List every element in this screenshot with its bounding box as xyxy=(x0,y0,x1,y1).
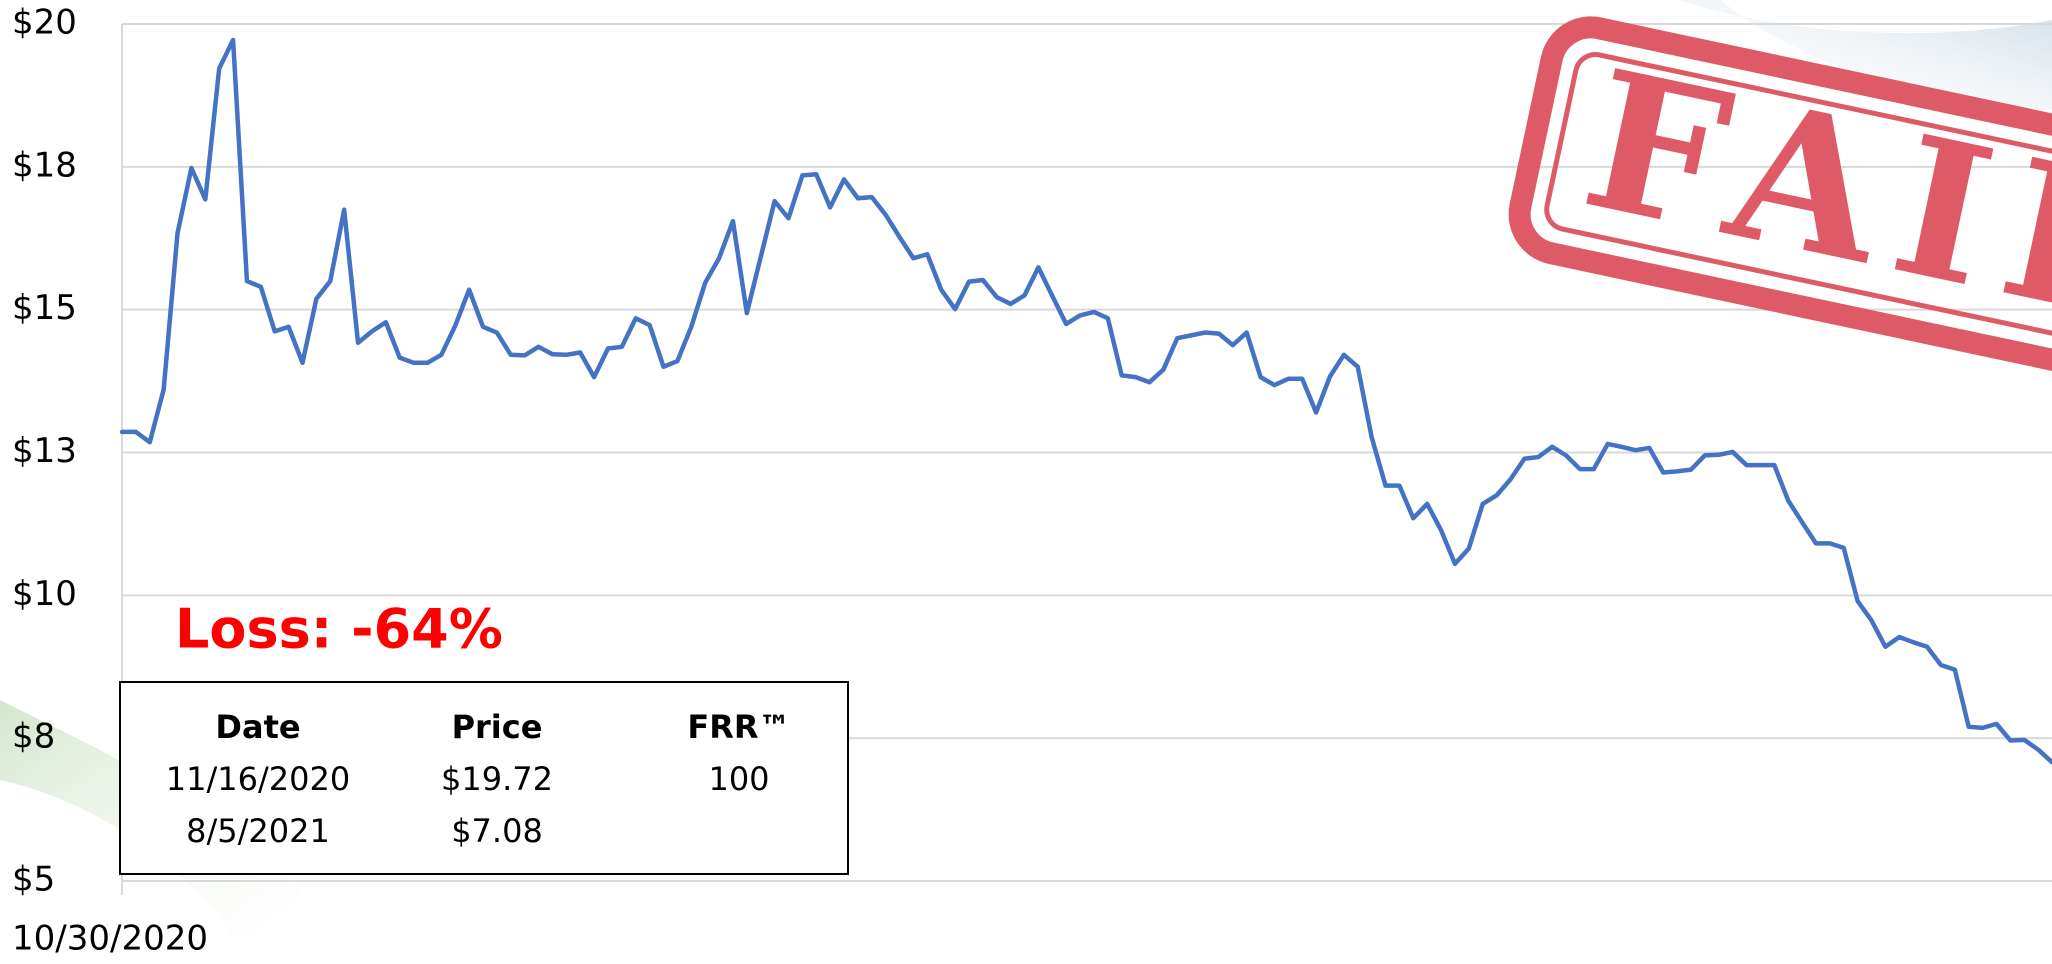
y-tick-label: $18 xyxy=(12,145,77,185)
grid xyxy=(122,23,2052,882)
stamp-border xyxy=(1508,16,2052,382)
table-cell: $7.08 xyxy=(451,812,543,850)
table-cell: $19.72 xyxy=(441,760,553,798)
y-tick-label: $8 xyxy=(12,717,55,757)
y-tick-label: $10 xyxy=(12,574,77,614)
table-cell: 11/16/2020 xyxy=(166,760,350,798)
table-cell: 8/5/2021 xyxy=(186,812,330,850)
price-line xyxy=(119,37,2052,765)
y-tick-label: $5 xyxy=(12,860,55,900)
table-cell: 100 xyxy=(708,760,769,798)
stamp-inner-border xyxy=(1544,52,2052,347)
y-tick-label: $20 xyxy=(12,3,77,43)
x-tick-label: 10/30/2020 xyxy=(12,919,208,959)
table-header: Price xyxy=(452,708,543,746)
y-tick-label: $15 xyxy=(12,288,77,328)
y-tick-label: $13 xyxy=(12,431,77,471)
plot xyxy=(119,37,2052,765)
background-swoosh xyxy=(1680,0,2052,110)
table-header: FRR™ xyxy=(687,708,790,746)
table-header: Date xyxy=(215,708,300,746)
summary-table xyxy=(119,681,849,875)
loss-annotation: Loss: -64% xyxy=(175,598,503,661)
